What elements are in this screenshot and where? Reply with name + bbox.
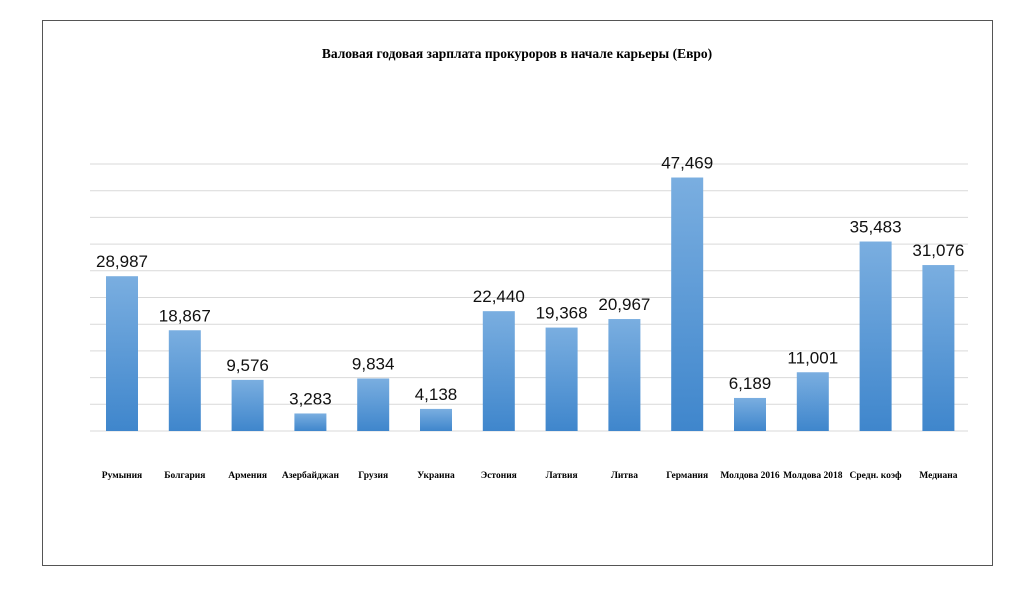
- bar-5: [420, 408, 452, 431]
- value-label-13: 31,076: [912, 241, 964, 260]
- category-label-0: Румыния: [102, 471, 142, 481]
- category-label-4: Грузия: [358, 471, 388, 481]
- category-label-13: Медиана: [919, 471, 957, 481]
- value-label-12: 35,483: [850, 218, 902, 237]
- value-label-7: 19,368: [536, 304, 588, 323]
- bar-0: [106, 276, 138, 431]
- category-label-12: Средн. коэф: [850, 470, 903, 481]
- value-label-2: 9,576: [226, 356, 269, 375]
- category-label-10: Молдова 2016: [720, 471, 780, 481]
- chart-frame: [42, 20, 993, 566]
- bar-6: [482, 311, 515, 431]
- gridlines: [90, 163, 968, 432]
- bar-7: [545, 327, 578, 431]
- category-label-7: Латвия: [546, 471, 578, 481]
- value-label-4: 9,834: [352, 354, 395, 373]
- bar-4: [357, 378, 390, 431]
- chart-title: Валовая годовая зарплата прокуроров в на…: [321, 46, 713, 61]
- category-label-8: Литва: [611, 471, 638, 481]
- value-label-5: 4,138: [415, 385, 458, 404]
- category-label-11: Молдова 2018: [783, 471, 843, 481]
- category-label-3: Азербайджан: [282, 470, 340, 481]
- value-label-11: 11,001: [787, 348, 838, 367]
- bar-11: [796, 372, 829, 431]
- bar-12: [859, 241, 892, 431]
- category-label-9: Германия: [666, 471, 708, 481]
- value-label-6: 22,440: [473, 287, 525, 306]
- value-labels: 28,987 18,867 9,576 3,283 9,834 4,138 22,440 19…: [96, 154, 964, 409]
- bar-13: [922, 265, 955, 431]
- bar-2: [231, 379, 264, 431]
- value-label-3: 3,283: [289, 389, 332, 408]
- value-label-9: 47,469: [661, 154, 713, 173]
- bar-3: [294, 413, 327, 431]
- category-label-6: Эстония: [481, 471, 517, 481]
- bar-1: [168, 330, 201, 431]
- value-label-8: 20,967: [598, 295, 650, 314]
- bar-10: [734, 397, 766, 431]
- category-labels: Румыния Болгария Армения Азербайджан Грузия У…: [102, 470, 958, 481]
- category-label-1: Болгария: [164, 471, 205, 481]
- bars: [106, 177, 955, 431]
- value-label-1: 18,867: [159, 306, 211, 325]
- category-label-2: Армения: [228, 471, 267, 481]
- bar-8: [608, 319, 641, 431]
- bar-9: [671, 177, 704, 431]
- value-label-0: 28,987: [96, 252, 148, 271]
- category-label-5: Украина: [417, 471, 455, 481]
- value-label-10: 6,189: [729, 374, 772, 393]
